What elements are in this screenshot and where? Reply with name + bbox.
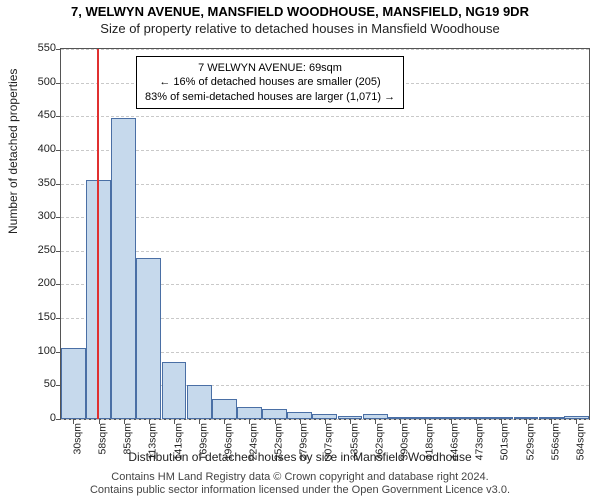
- histogram-bar: [287, 412, 312, 419]
- histogram-bar: [212, 399, 237, 419]
- legend-box: 7 WELWYN AVENUE: 69sqm← 16% of detached …: [136, 56, 404, 109]
- y-tick: 350: [26, 177, 56, 189]
- y-tick: 550: [26, 42, 56, 54]
- y-tick: 50: [26, 378, 56, 390]
- attribution-line2: Contains public sector information licen…: [0, 484, 600, 498]
- legend-line1: 7 WELWYN AVENUE: 69sqm: [145, 61, 395, 75]
- histogram-bar: [187, 385, 212, 419]
- title-subtitle: Size of property relative to detached ho…: [0, 21, 600, 36]
- y-tick: 300: [26, 210, 56, 222]
- legend-line2: ← 16% of detached houses are smaller (20…: [145, 75, 395, 89]
- gridline: [61, 116, 589, 117]
- plot-area: 7 WELWYN AVENUE: 69sqm← 16% of detached …: [60, 48, 590, 420]
- histogram-bar: [237, 407, 262, 419]
- gridline: [61, 251, 589, 252]
- histogram-bar: [262, 409, 287, 419]
- chart-titles: 7, WELWYN AVENUE, MANSFIELD WOODHOUSE, M…: [0, 4, 600, 36]
- y-tick: 0: [26, 412, 56, 424]
- highlight-line: [97, 49, 99, 419]
- gridline: [61, 49, 589, 50]
- y-tick: 250: [26, 244, 56, 256]
- gridline: [61, 184, 589, 185]
- x-axis-label: Distribution of detached houses by size …: [0, 450, 600, 464]
- y-tick: 500: [26, 76, 56, 88]
- gridline: [61, 150, 589, 151]
- y-tick: 450: [26, 109, 56, 121]
- histogram-bar: [111, 118, 136, 419]
- attribution: Contains HM Land Registry data © Crown c…: [0, 471, 600, 499]
- title-address: 7, WELWYN AVENUE, MANSFIELD WOODHOUSE, M…: [0, 4, 600, 19]
- histogram-bar: [61, 348, 86, 419]
- y-tick: 200: [26, 277, 56, 289]
- attribution-line1: Contains HM Land Registry data © Crown c…: [0, 471, 600, 485]
- y-tick: 100: [26, 345, 56, 357]
- histogram-bar: [136, 258, 161, 419]
- gridline: [61, 217, 589, 218]
- y-tick-labels: 050100150200250300350400450500550: [26, 48, 56, 420]
- y-tick: 150: [26, 311, 56, 323]
- histogram-bar: [162, 362, 187, 419]
- legend-line3: 83% of semi-detached houses are larger (…: [145, 90, 395, 104]
- y-axis-label: Number of detached properties: [6, 69, 20, 234]
- y-tick: 400: [26, 143, 56, 155]
